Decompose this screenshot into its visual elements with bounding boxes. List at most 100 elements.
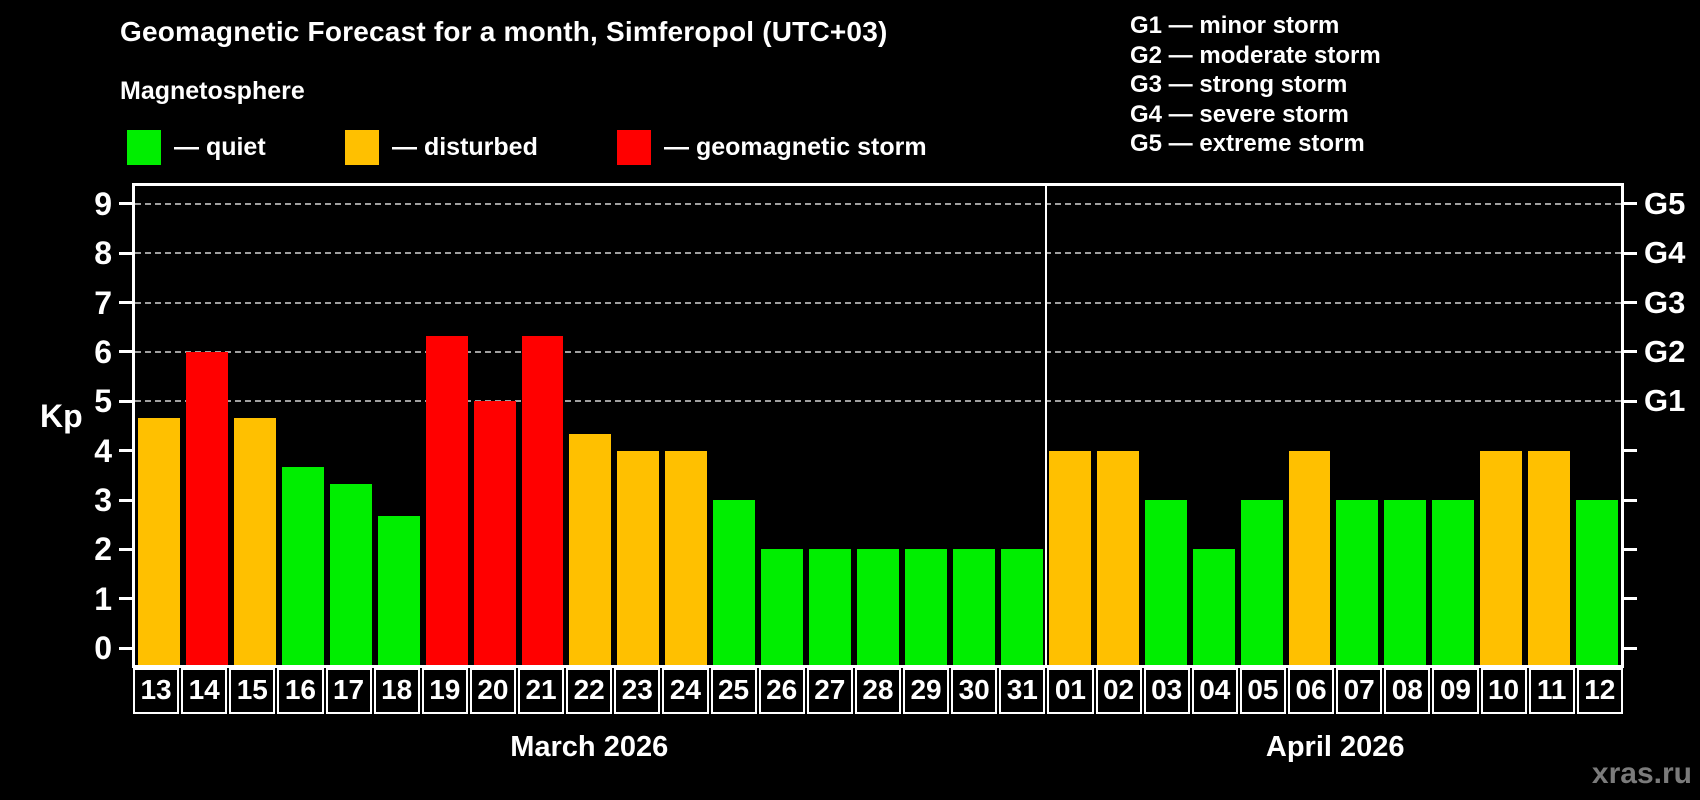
kp-bar-11 [1528,450,1571,665]
kp-bar-21 [521,335,564,665]
y-tick-left-0 [119,646,132,650]
y-tick-label-6: 6 [94,333,112,370]
y-tick-right-5 [1624,399,1637,403]
storm-swatch-icon [617,129,651,165]
day-column-01 [1046,186,1094,665]
y-tick-label-3: 3 [94,482,112,519]
legend-label-storm: — geomagnetic storm [664,132,927,161]
date-cell-25: 25 [710,668,757,714]
y-tick-label-1: 1 [94,580,112,617]
day-column-02 [1094,186,1142,665]
kp-bar-08 [1384,500,1427,665]
kp-bar-02 [1096,450,1139,665]
date-cell-01: 01 [1047,668,1094,714]
plot-area [132,183,1624,668]
y-tick-label-8: 8 [94,235,112,272]
day-column-11 [1525,186,1573,665]
day-column-06 [1286,186,1334,665]
date-cell-04: 04 [1191,668,1238,714]
kp-bar-24 [665,450,708,665]
g-level-label-G4: G4 [1644,235,1686,271]
gridline-kp8 [135,252,1621,255]
g5-legend-line: G5 — extreme storm [1130,130,1365,158]
y-tick-left-3 [119,498,132,502]
kp-bar-14 [185,351,228,665]
y-tick-left-6 [119,350,132,354]
y-tick-right-9 [1624,202,1637,206]
plot-inner [135,186,1621,665]
kp-bar-16 [281,466,324,665]
day-column-24 [662,186,710,665]
date-cell-22: 22 [566,668,613,714]
g-level-label-G3: G3 [1644,284,1686,320]
month-separator [1044,186,1047,665]
date-cell-20: 20 [469,668,516,714]
y-tick-right-0 [1624,646,1637,650]
kp-bar-15 [233,417,276,665]
date-cell-03: 03 [1143,668,1190,714]
month-label: April 2026 [1265,731,1405,763]
g4-legend-line: G4 — severe storm [1130,100,1349,128]
kp-bar-19 [425,335,468,665]
day-column-10 [1477,186,1525,665]
g1-legend-line: G1 — minor storm [1130,12,1340,39]
y-tick-right-2 [1624,547,1637,551]
date-cell-26: 26 [758,668,805,714]
day-column-19 [423,186,471,665]
y-axis-title: Kp [40,398,83,434]
day-column-07 [1333,186,1381,665]
kp-bar-28 [857,549,899,665]
day-column-17 [327,186,375,665]
date-cell-16: 16 [277,668,324,714]
date-cell-11: 11 [1528,668,1575,714]
legend-item-quiet: — quiet [127,129,266,165]
date-cell-18: 18 [373,668,420,714]
day-column-15 [231,186,279,665]
kp-bar-30 [952,549,995,665]
day-column-14 [183,186,231,665]
date-cell-17: 17 [325,668,372,714]
kp-bar-25 [713,500,756,665]
date-cell-14: 14 [181,668,228,714]
gridline-kp9 [135,202,1621,205]
kp-bar-04 [1192,549,1235,665]
kp-bar-17 [329,483,372,665]
g-scale-legend: G1 — minor storm G2 — moderate storm G3 … [1130,11,1381,159]
date-cell-28: 28 [854,668,901,714]
kp-bar-12 [1576,500,1619,665]
day-column-05 [1238,186,1286,665]
day-column-25 [710,186,758,665]
legend-item-storm: — geomagnetic storm [617,129,927,165]
day-column-03 [1142,186,1190,665]
y-tick-right-6 [1624,350,1637,354]
legend-label-quiet: — quiet [174,132,266,161]
day-column-28 [854,186,902,665]
x-axis-date-row: 13 14 15 16 17 18 19 20 21 22 23 24 25 26 27 28 29 30 31 01… [132,668,1624,714]
date-cell-06: 06 [1288,668,1335,714]
day-column-22 [566,186,614,665]
g2-legend-line: G2 — moderate storm [1130,41,1381,69]
y-tick-left-8 [119,251,132,255]
day-column-21 [519,186,567,665]
quiet-swatch-icon [127,129,161,165]
date-cell-29: 29 [903,668,950,714]
g-level-label-G5: G5 [1644,185,1686,221]
kp-bar-10 [1480,450,1523,665]
kp-bar-29 [905,549,947,665]
y-tick-label-4: 4 [94,432,112,469]
kp-bar-05 [1240,500,1283,665]
g-level-label-G2: G2 [1644,333,1686,369]
kp-bar-06 [1288,450,1331,665]
date-cell-15: 15 [229,668,276,714]
kp-bar-03 [1144,500,1187,665]
date-cell-08: 08 [1384,668,1431,714]
date-cell-12: 12 [1576,668,1623,714]
y-tick-left-2 [119,547,132,551]
day-column-13 [135,186,183,665]
date-cell-21: 21 [518,668,565,714]
day-column-27 [806,186,854,665]
y-tick-right-4 [1624,449,1637,453]
kp-bar-27 [809,549,852,665]
date-cell-31: 31 [999,668,1046,714]
